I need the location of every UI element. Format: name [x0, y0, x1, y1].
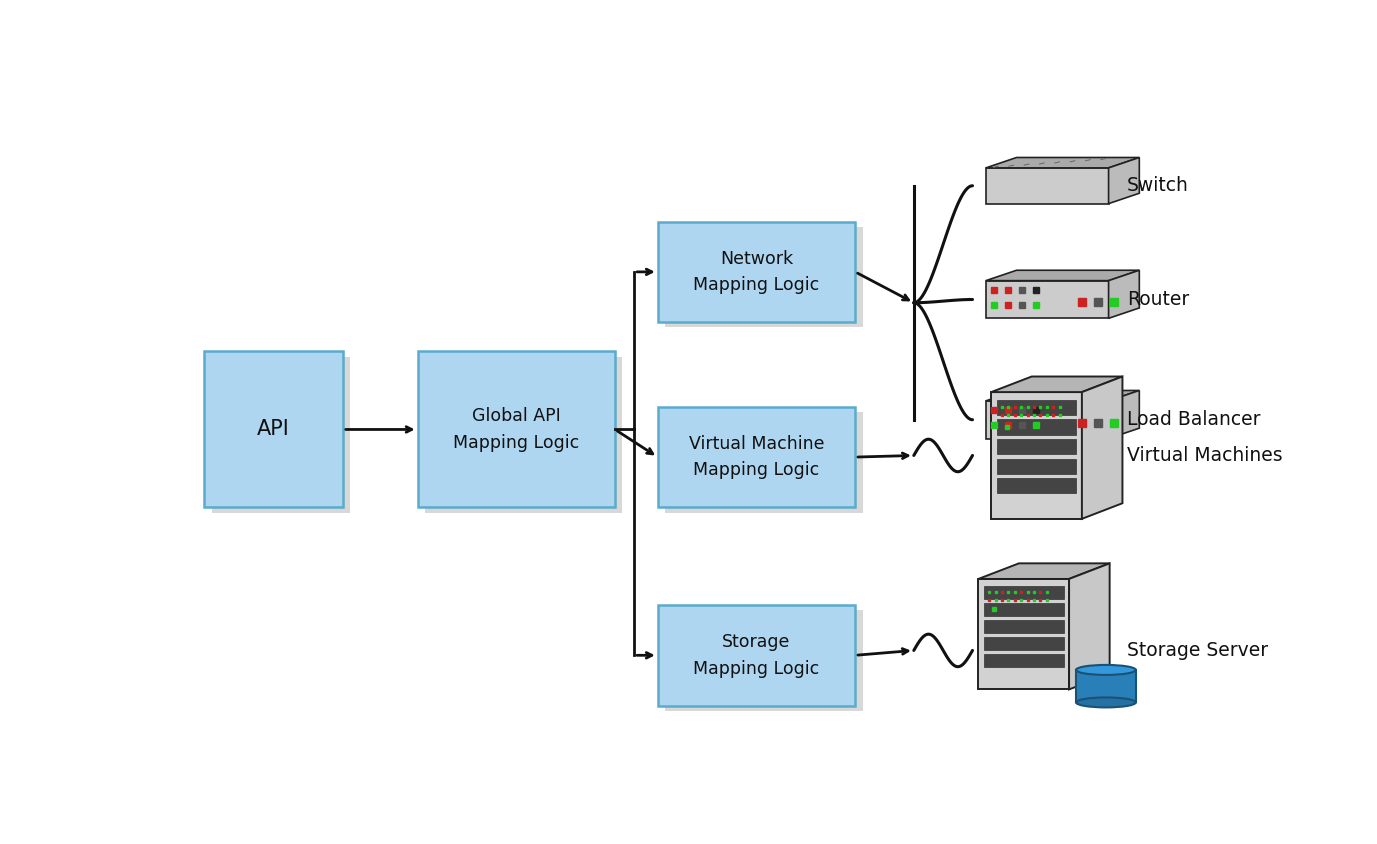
Text: Virtual Machines: Virtual Machines [1128, 446, 1283, 465]
Bar [997, 479, 1077, 494]
FancyBboxPatch shape [658, 407, 855, 507]
Bar [983, 619, 1063, 633]
Polygon shape [1082, 376, 1122, 519]
Bar [997, 439, 1077, 454]
Bar [997, 458, 1077, 473]
Bar [983, 603, 1063, 616]
Text: Storage Server: Storage Server [1128, 641, 1268, 660]
FancyBboxPatch shape [417, 351, 616, 507]
Polygon shape [986, 391, 1139, 401]
Polygon shape [1108, 158, 1139, 203]
Polygon shape [1108, 391, 1139, 439]
Bar [983, 637, 1063, 650]
FancyBboxPatch shape [665, 412, 862, 512]
FancyBboxPatch shape [204, 351, 343, 507]
FancyBboxPatch shape [658, 221, 855, 322]
Bar [983, 654, 1063, 668]
Text: API: API [257, 419, 291, 440]
Polygon shape [979, 579, 1069, 690]
Polygon shape [986, 281, 1108, 318]
Bar [1075, 670, 1136, 702]
Polygon shape [986, 401, 1108, 439]
Polygon shape [979, 563, 1110, 579]
Text: Load Balancer: Load Balancer [1128, 410, 1261, 430]
FancyBboxPatch shape [665, 610, 862, 711]
Polygon shape [1069, 563, 1110, 690]
Polygon shape [1108, 270, 1139, 318]
Text: Router: Router [1128, 290, 1190, 309]
Polygon shape [991, 376, 1122, 392]
Ellipse shape [1075, 665, 1136, 675]
Text: Storage
Mapping Logic: Storage Mapping Logic [693, 633, 819, 678]
FancyBboxPatch shape [658, 605, 855, 706]
Polygon shape [986, 270, 1139, 281]
Polygon shape [986, 168, 1108, 203]
FancyBboxPatch shape [425, 357, 622, 512]
Bar [983, 586, 1063, 599]
Bar [997, 419, 1077, 435]
Bar [997, 400, 1077, 415]
FancyBboxPatch shape [665, 227, 862, 327]
Ellipse shape [1075, 697, 1136, 707]
Text: Switch: Switch [1128, 176, 1190, 195]
Polygon shape [991, 392, 1082, 519]
Text: Global API
Mapping Logic: Global API Mapping Logic [453, 408, 580, 452]
FancyBboxPatch shape [212, 357, 350, 512]
Text: Virtual Machine
Mapping Logic: Virtual Machine Mapping Logic [688, 435, 825, 479]
Polygon shape [986, 158, 1139, 168]
Text: Network
Mapping Logic: Network Mapping Logic [693, 250, 819, 294]
